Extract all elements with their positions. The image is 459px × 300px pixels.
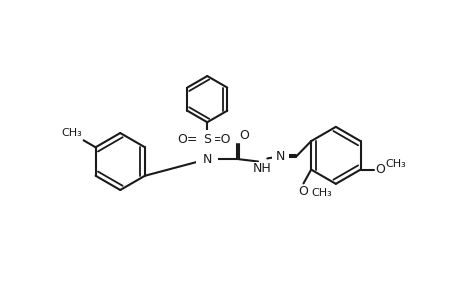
Text: N: N [202,153,212,166]
Text: O=: O= [177,134,197,146]
Text: O: O [239,129,249,142]
Text: CH₃: CH₃ [310,188,331,198]
Text: NH: NH [252,161,271,175]
Text: =O: =O [210,134,230,146]
Text: S: S [203,134,211,146]
Text: CH₃: CH₃ [61,128,82,138]
Text: O: O [375,163,384,176]
Text: CH₃: CH₃ [384,159,405,169]
Text: O: O [298,185,308,198]
Text: N: N [275,150,285,164]
